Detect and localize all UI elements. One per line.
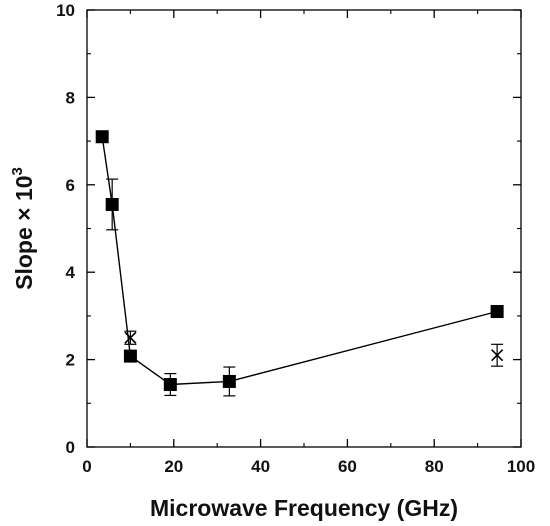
x-tick-label: 80: [425, 457, 444, 476]
x-tick-label: 20: [164, 457, 183, 476]
cross-marker-stroke-b: [124, 331, 137, 344]
y-tick-label: 2: [66, 351, 75, 370]
y-tick-label: 10: [56, 1, 75, 20]
data-layer: [95, 130, 504, 397]
axes-layer: 0 20 40 60 80 100 0 2 4 6 8 10: [56, 1, 535, 476]
series-0-line: [101, 136, 498, 386]
y-tick-label: 0: [66, 438, 75, 457]
series-0-point-4: [222, 374, 236, 388]
series-0-point-2: [123, 349, 137, 363]
x-tick-label: 0: [82, 457, 91, 476]
y-axis-title-exponent: 3: [9, 167, 26, 175]
series-0-point-0: [95, 130, 109, 144]
y-tick-label: 4: [66, 263, 76, 282]
label-layer: Microwave Frequency (GHz) Slope × 103: [9, 167, 458, 521]
series-0-point-5: [490, 305, 504, 319]
cross-marker-stroke-b: [491, 349, 504, 362]
x-axis-title: Microwave Frequency (GHz): [150, 495, 458, 521]
y-tick-label: 8: [66, 88, 75, 107]
series-1-point-1: [491, 349, 504, 362]
y-tick-label: 6: [66, 176, 75, 195]
x-tick-label: 100: [507, 457, 535, 476]
series-0-point-3: [163, 378, 177, 392]
plot-frame: [86, 9, 522, 448]
y-axis-title: Slope × 103: [9, 167, 37, 290]
x-tick-label: 40: [251, 457, 270, 476]
x-tick-label: 60: [338, 457, 357, 476]
y-axis-title-main: Slope × 10: [11, 175, 37, 289]
series-1-point-0: [124, 331, 137, 344]
series-0-point-1: [105, 197, 119, 211]
